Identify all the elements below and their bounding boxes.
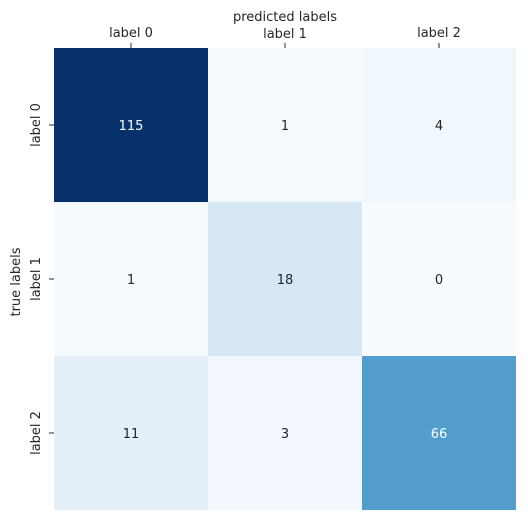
heatmap-cell <box>54 48 208 202</box>
x-tick-label: label 0 <box>109 26 153 41</box>
y-tick-label: label 0 <box>29 103 44 147</box>
heatmap-cell <box>208 356 362 510</box>
heatmap-cell <box>362 356 516 510</box>
cell-value-label: 66 <box>431 427 448 442</box>
heatmap-cell <box>362 202 516 356</box>
x-axis-ticks: label 0 label 1 label 2 <box>109 26 461 48</box>
x-axis-label: predicted labels <box>233 10 337 25</box>
x-tick-label: label 2 <box>417 26 461 41</box>
cell-value-label: 0 <box>435 273 443 288</box>
cell-value-label: 11 <box>123 427 140 442</box>
cell-value-label: 1 <box>281 119 289 134</box>
heatmap-cell <box>208 202 362 356</box>
x-tick-label: label 1 <box>263 27 307 42</box>
heatmap-cells: 115 1 4 1 18 0 11 3 66 <box>54 48 516 510</box>
cell-value-label: 18 <box>277 273 294 288</box>
heatmap-cell <box>208 48 362 202</box>
cell-value-label: 1 <box>127 273 135 288</box>
cell-value-label: 3 <box>281 427 289 442</box>
heatmap-cell <box>54 202 208 356</box>
y-axis-label: true labels <box>9 247 24 316</box>
heatmap-cell <box>362 48 516 202</box>
y-axis-ticks: label 0 label 1 label 2 <box>29 103 54 455</box>
y-tick-label: label 1 <box>29 257 44 301</box>
cell-value-label: 4 <box>435 119 443 134</box>
cell-value-label: 115 <box>119 119 144 134</box>
y-tick-label: label 2 <box>29 411 44 455</box>
heatmap-cell <box>54 356 208 510</box>
